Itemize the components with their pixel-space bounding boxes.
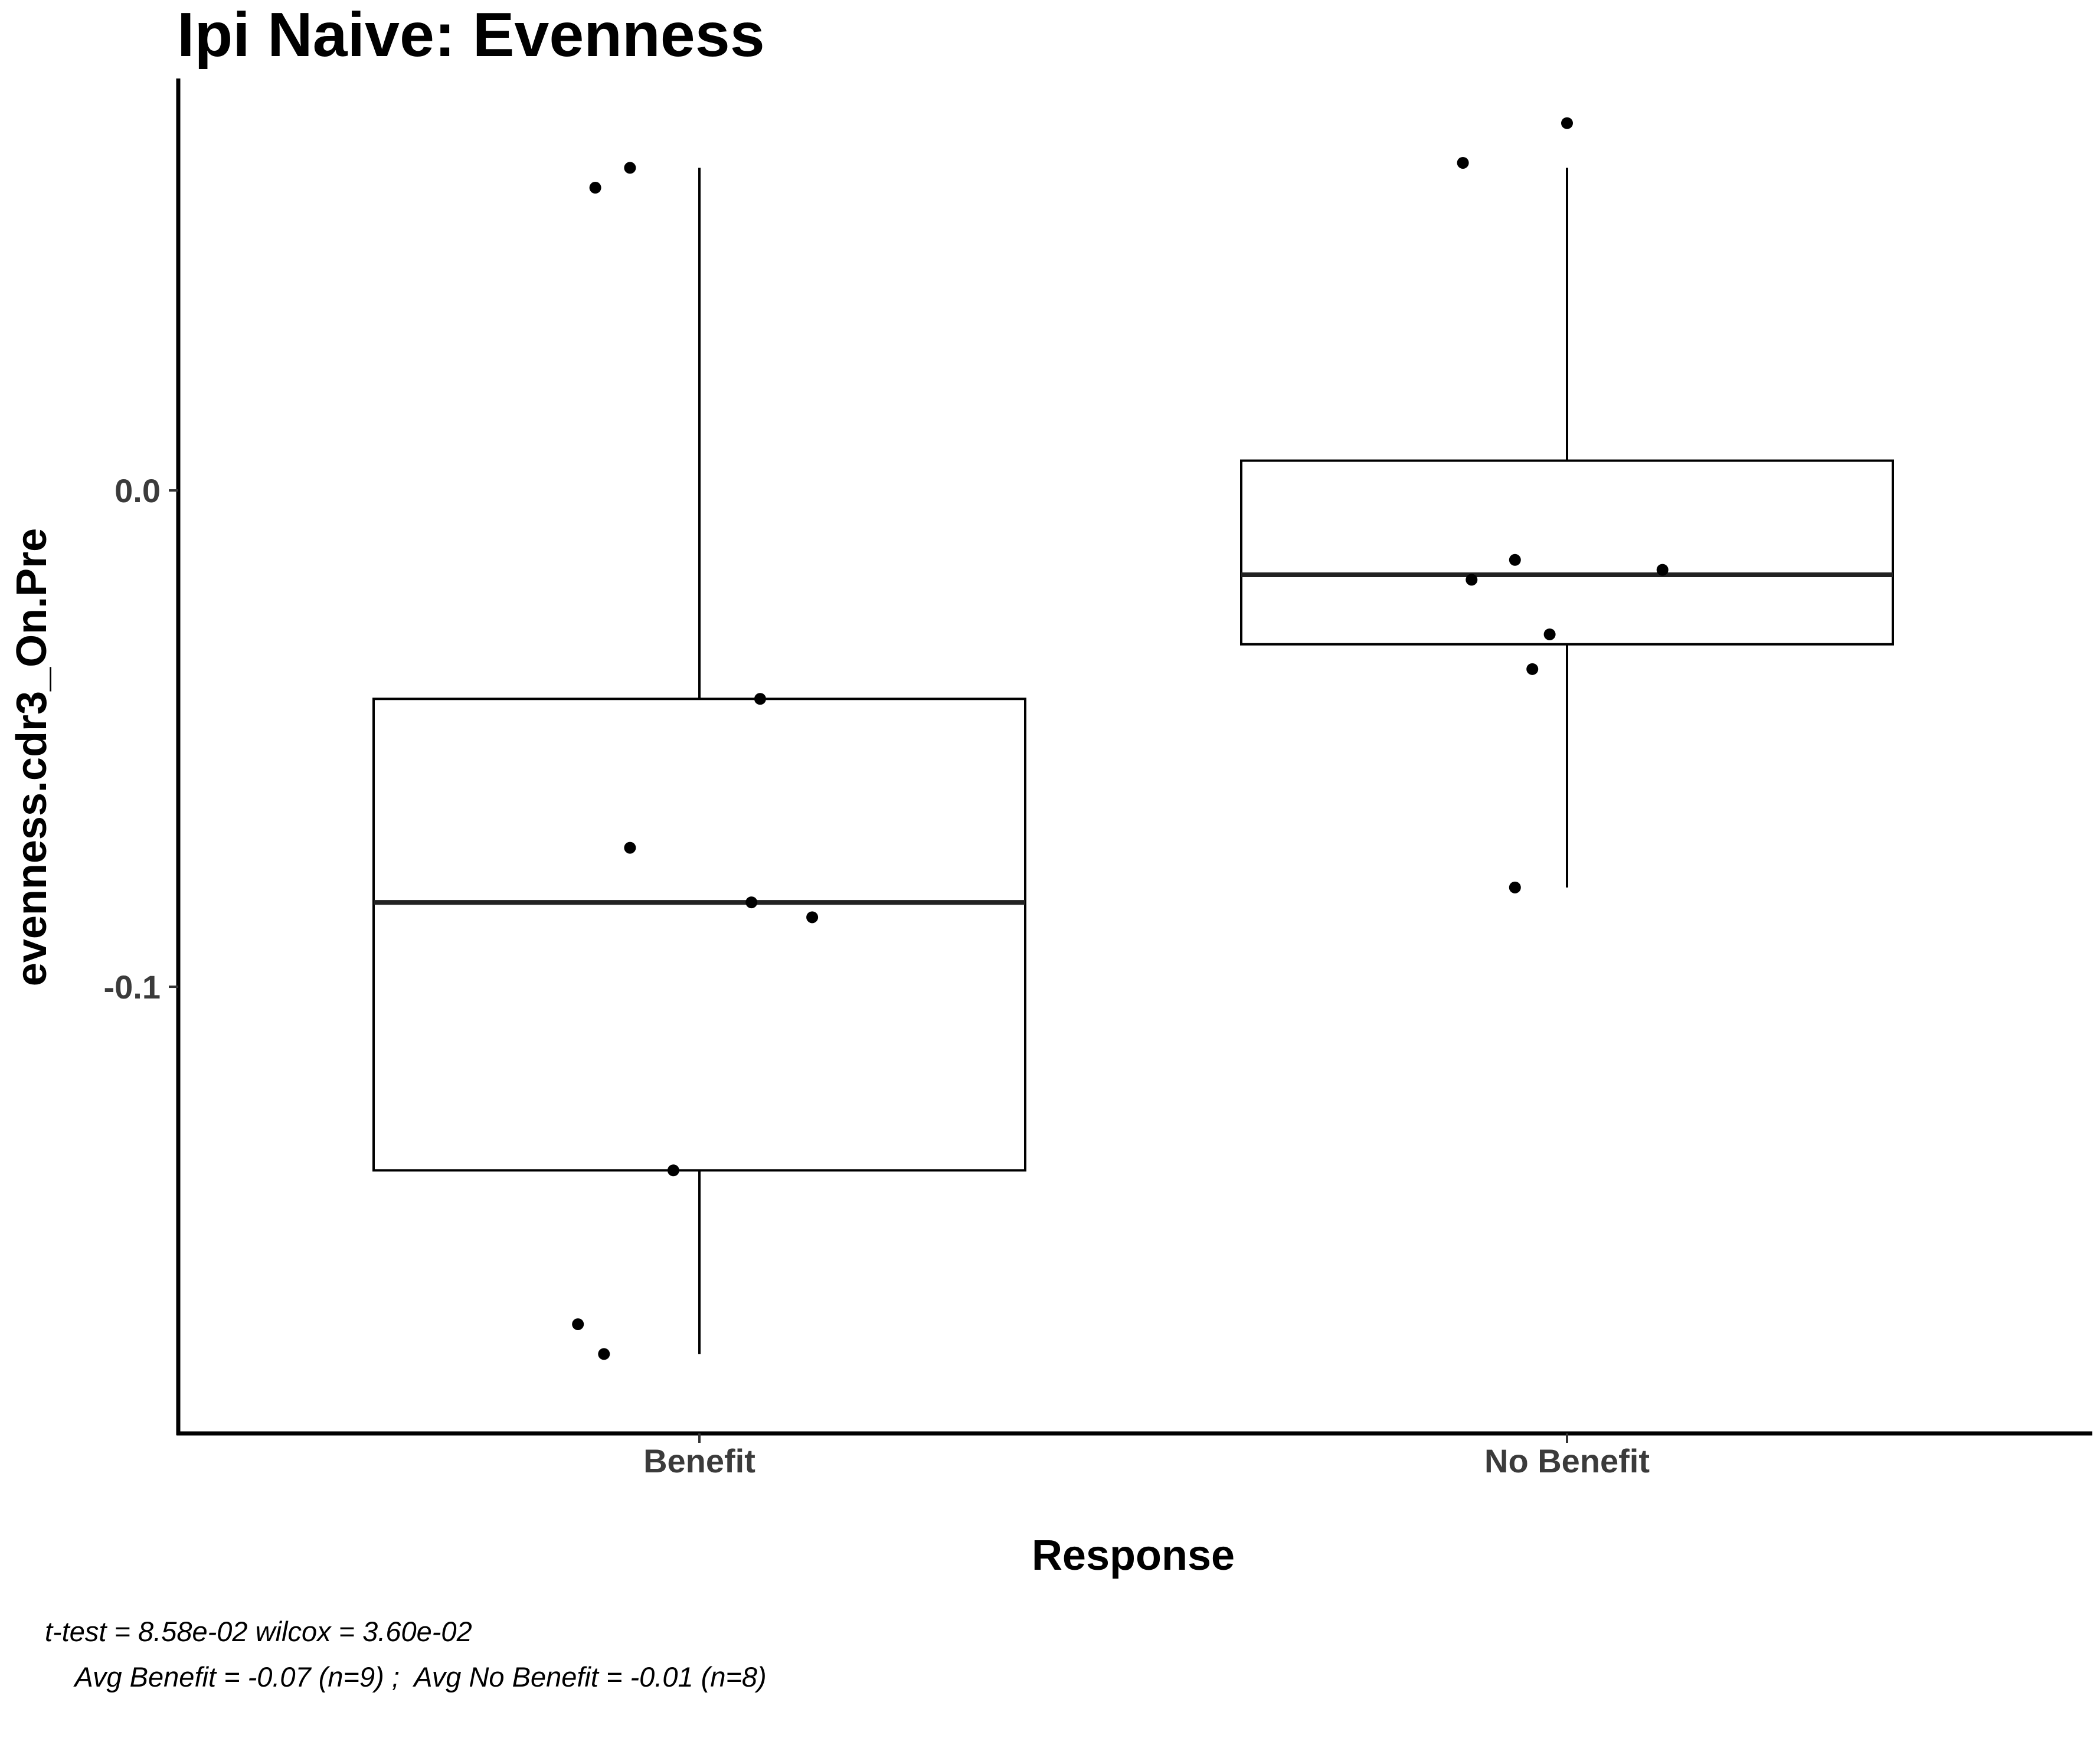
- y-axis-title: evenness.cdr3_On.Pre: [8, 528, 55, 986]
- data-point: [667, 1164, 679, 1177]
- x-ticks: Benefit No Benefit: [643, 1433, 1650, 1479]
- iqr-box: [372, 698, 1026, 1172]
- data-point: [624, 842, 636, 854]
- data-point: [1466, 574, 1478, 586]
- data-point: [806, 911, 819, 924]
- y-ticks: 0.0 -0.1: [104, 472, 178, 1006]
- data-point: [1543, 628, 1556, 640]
- chart-title: Ipi Naive: Evenness: [177, 0, 765, 70]
- points-layer: [572, 117, 1669, 1360]
- data-point: [624, 162, 636, 174]
- x-axis-title: Response: [1032, 1532, 1235, 1579]
- data-point: [1457, 156, 1469, 169]
- data-point: [572, 1318, 584, 1330]
- y-tick-label: -0.1: [104, 968, 161, 1006]
- data-point: [589, 182, 601, 194]
- data-point: [1526, 663, 1539, 675]
- data-point: [745, 896, 758, 909]
- box-no-benefit: [1240, 168, 1894, 888]
- data-point: [754, 693, 766, 705]
- data-point: [1509, 881, 1521, 893]
- x-tick-label: No Benefit: [1484, 1442, 1650, 1479]
- data-point: [1509, 554, 1521, 566]
- stats-caption-line-2: Avg Benefit = -0.07 (n=9) ; Avg No Benef…: [45, 1661, 767, 1692]
- data-point: [1561, 117, 1573, 129]
- data-point: [1656, 564, 1669, 576]
- box-benefit: [372, 168, 1026, 1354]
- x-tick-label: Benefit: [643, 1442, 755, 1479]
- plot-area: 0.0 -0.1 Benefit No Benefit: [104, 78, 2092, 1479]
- stats-caption-line-1: t-test = 8.58e-02 wilcox = 3.60e-02: [45, 1616, 472, 1647]
- iqr-box: [1240, 459, 1894, 646]
- y-tick-label: 0.0: [115, 472, 161, 509]
- data-point: [598, 1348, 610, 1360]
- boxes-layer: [372, 168, 1894, 1354]
